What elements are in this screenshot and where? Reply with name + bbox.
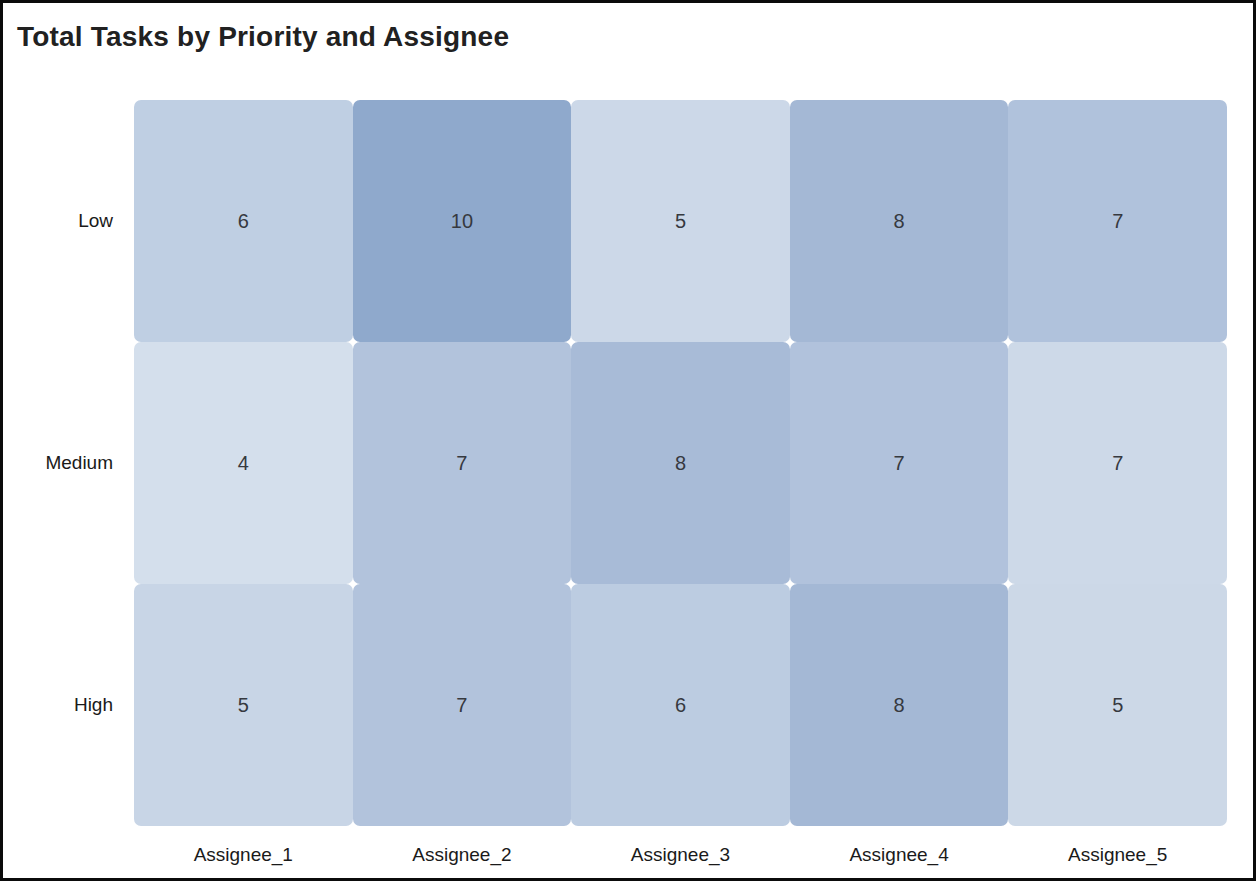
heatmap-cell[interactable]: 7 — [1008, 100, 1227, 342]
heatmap-cell[interactable]: 8 — [790, 100, 1009, 342]
x-axis-labels: Assignee_1Assignee_2Assignee_3Assignee_4… — [134, 834, 1227, 876]
heatmap-cell[interactable]: 4 — [134, 342, 353, 584]
y-axis-label-medium: Medium — [3, 342, 113, 584]
heatmap-cell[interactable]: 7 — [1008, 342, 1227, 584]
heatmap-cell[interactable]: 6 — [571, 584, 790, 826]
x-axis-label-assignee_4: Assignee_4 — [790, 834, 1009, 876]
y-axis-labels: LowMediumHigh — [3, 100, 113, 826]
heatmap-cell[interactable]: 7 — [790, 342, 1009, 584]
x-axis-label-assignee_3: Assignee_3 — [571, 834, 790, 876]
chart-container: Total Tasks by Priority and Assignee Low… — [0, 0, 1256, 881]
chart-title: Total Tasks by Priority and Assignee — [17, 21, 509, 53]
y-axis-label-low: Low — [3, 100, 113, 342]
heatmap-cell[interactable]: 5 — [134, 584, 353, 826]
heatmap-cell[interactable]: 7 — [353, 342, 572, 584]
x-axis-label-assignee_2: Assignee_2 — [353, 834, 572, 876]
heatmap-cell[interactable]: 8 — [571, 342, 790, 584]
heatmap-cell[interactable]: 8 — [790, 584, 1009, 826]
heatmap-cell[interactable]: 7 — [353, 584, 572, 826]
heatmap-cell[interactable]: 5 — [1008, 584, 1227, 826]
x-axis-label-assignee_1: Assignee_1 — [134, 834, 353, 876]
x-axis-label-assignee_5: Assignee_5 — [1008, 834, 1227, 876]
heatmap-grid: 6105874787757685 — [134, 100, 1227, 826]
heatmap-cell[interactable]: 5 — [571, 100, 790, 342]
heatmap-cell[interactable]: 10 — [353, 100, 572, 342]
y-axis-label-high: High — [3, 584, 113, 826]
heatmap-cell[interactable]: 6 — [134, 100, 353, 342]
